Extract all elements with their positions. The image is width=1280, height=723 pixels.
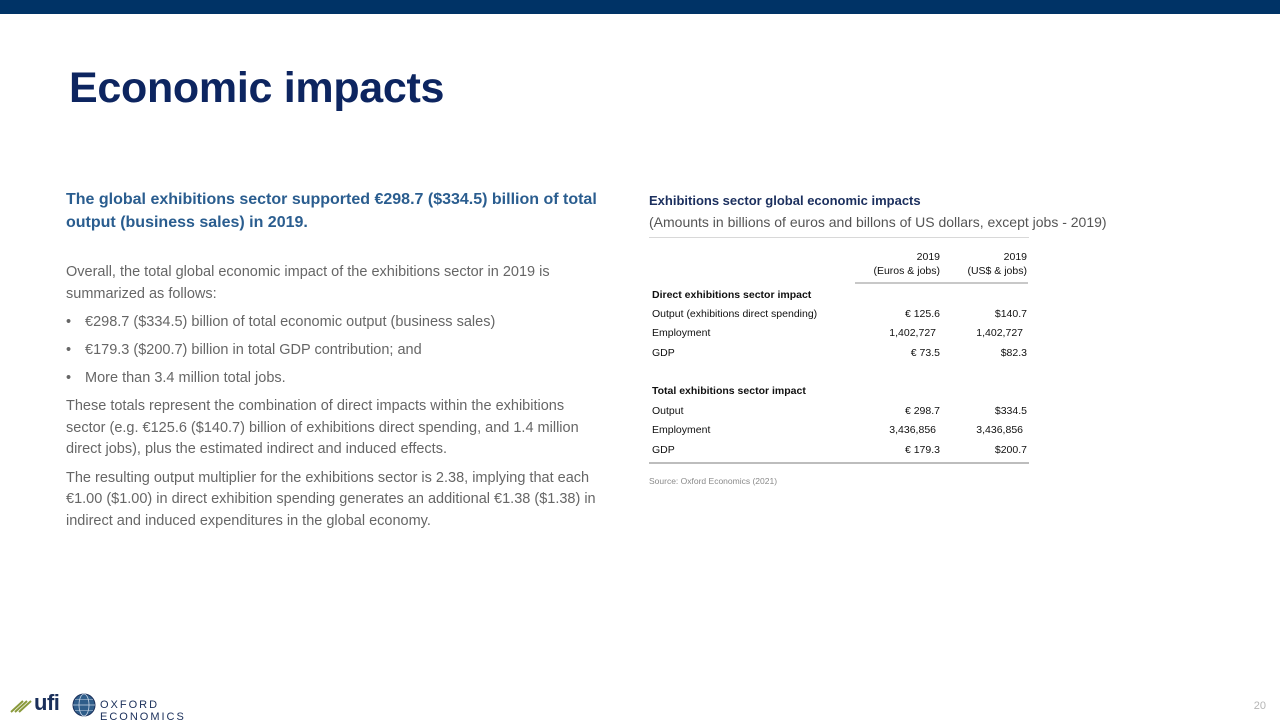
column-unit: (Euros & jobs) [873, 265, 940, 277]
section-heading-direct: Direct exhibitions sector impact [649, 286, 1029, 305]
usd-value: 3,436,856 [976, 424, 1023, 436]
ufi-logo-text: ufi [34, 690, 60, 715]
column-header-usd: 2019 (US$ & jobs) [950, 250, 1027, 278]
euro-value: 1,402,727 [889, 327, 936, 339]
column-year: 2019 [916, 251, 940, 263]
table-row: Employment 1,402,727 1,402,727 [649, 324, 1029, 343]
bullet-text: More than 3.4 million total jobs. [85, 370, 286, 386]
table-title: Exhibitions sector global economic impac… [649, 193, 921, 208]
bullet-icon: • [66, 342, 72, 358]
usd-value: $140.7 [994, 308, 1027, 320]
usd-value: $334.5 [994, 405, 1027, 417]
euro-value: € 298.7 [904, 405, 940, 417]
source-note: Source: Oxford Economics (2021) [649, 476, 778, 486]
summary-bullet-list: • €298.7 ($334.5) billion of total econom… [66, 312, 606, 390]
page-title: Economic impacts [69, 64, 445, 112]
euro-value: € 125.6 [904, 308, 940, 320]
totals-paragraph: These totals represent the combination o… [66, 398, 579, 457]
intro-paragraph: Overall, the total global economic impac… [66, 264, 550, 302]
bullet-text: €179.3 ($200.7) billion in total GDP con… [85, 342, 422, 358]
column-unit: (US$ & jobs) [967, 265, 1027, 277]
table-top-divider [649, 237, 1029, 238]
euro-value: € 73.5 [910, 347, 940, 359]
table-row: GDP € 73.5 $82.3 [649, 344, 1029, 363]
lead-statement: The global exhibitions sector supported … [66, 191, 597, 231]
usd-value: 1,402,727 [976, 327, 1023, 339]
bullet-text: €298.7 ($334.5) billion of total economi… [85, 314, 496, 330]
column-header-euros: 2019 (Euros & jobs) [855, 250, 940, 278]
body-text: Overall, the total global economic impac… [66, 262, 606, 539]
table-row: Output (exhibitions direct spending) € 1… [649, 305, 1029, 324]
euro-value: 3,436,856 [889, 424, 936, 436]
bullet-icon: • [66, 314, 72, 330]
table-bottom-divider [649, 462, 1029, 464]
section-heading-total: Total exhibitions sector impact [649, 382, 1029, 401]
euro-value: € 179.3 [904, 444, 940, 456]
table-subtitle: (Amounts in billions of euros and billon… [649, 214, 1107, 230]
row-label: Output (exhibitions direct spending) [652, 308, 818, 320]
row-label: Employment [652, 424, 711, 436]
ufi-logo-icon [10, 700, 32, 713]
row-label: Employment [652, 327, 711, 339]
row-label: GDP [652, 444, 675, 456]
top-accent-bar [0, 0, 1280, 14]
usd-value: $200.7 [994, 444, 1027, 456]
page-number: 20 [1253, 700, 1266, 712]
column-year: 2019 [1003, 251, 1027, 263]
table-row: Output € 298.7 $334.5 [649, 402, 1029, 421]
oxford-economics-logo-text: OXFORD ECONOMICS [100, 699, 186, 723]
table-row: GDP € 179.3 $200.7 [649, 441, 1029, 460]
table-row: Employment 3,436,856 3,436,856 [649, 421, 1029, 440]
row-label: GDP [652, 347, 675, 359]
list-item: • More than 3.4 million total jobs. [66, 368, 606, 390]
multiplier-paragraph: The resulting output multiplier for the … [66, 469, 596, 529]
globe-icon [72, 693, 96, 717]
bullet-icon: • [66, 370, 72, 386]
header-underline [855, 282, 1028, 284]
list-item: • €298.7 ($334.5) billion of total econom… [66, 312, 606, 334]
section-label: Total exhibitions sector impact [652, 385, 806, 397]
section-label: Direct exhibitions sector impact [652, 289, 812, 301]
usd-value: $82.3 [1000, 347, 1027, 359]
list-item: • €179.3 ($200.7) billion in total GDP co… [66, 340, 606, 362]
row-label: Output [652, 405, 684, 417]
